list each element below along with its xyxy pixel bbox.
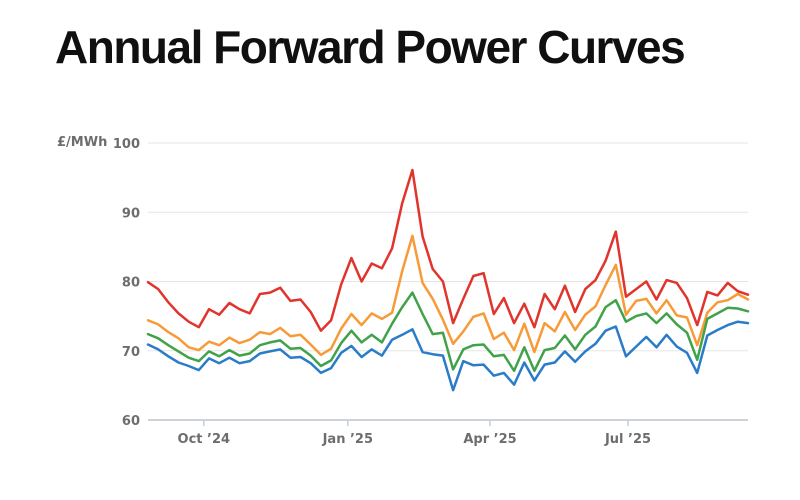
series-line-orange — [146, 234, 750, 357]
series-line-red — [146, 168, 750, 332]
x-tick-label: Jul ’25 — [604, 432, 651, 447]
y-axis-unit-label: £/MWh — [57, 135, 108, 150]
page-title: Annual Forward Power Curves — [55, 21, 686, 73]
x-tick-label: Apr ’25 — [463, 432, 516, 447]
y-tick-label: 80 — [122, 276, 140, 291]
y-tick-label: 100 — [113, 137, 140, 152]
y-tick-label: 70 — [122, 345, 140, 360]
series-line-blue — [146, 320, 750, 392]
x-tick-label: Jan ’25 — [322, 432, 373, 447]
y-tick-label: 90 — [122, 206, 140, 221]
y-tick-label: 60 — [122, 414, 140, 429]
x-tick-label: Oct ’24 — [178, 432, 231, 447]
series-line-green — [146, 291, 750, 373]
